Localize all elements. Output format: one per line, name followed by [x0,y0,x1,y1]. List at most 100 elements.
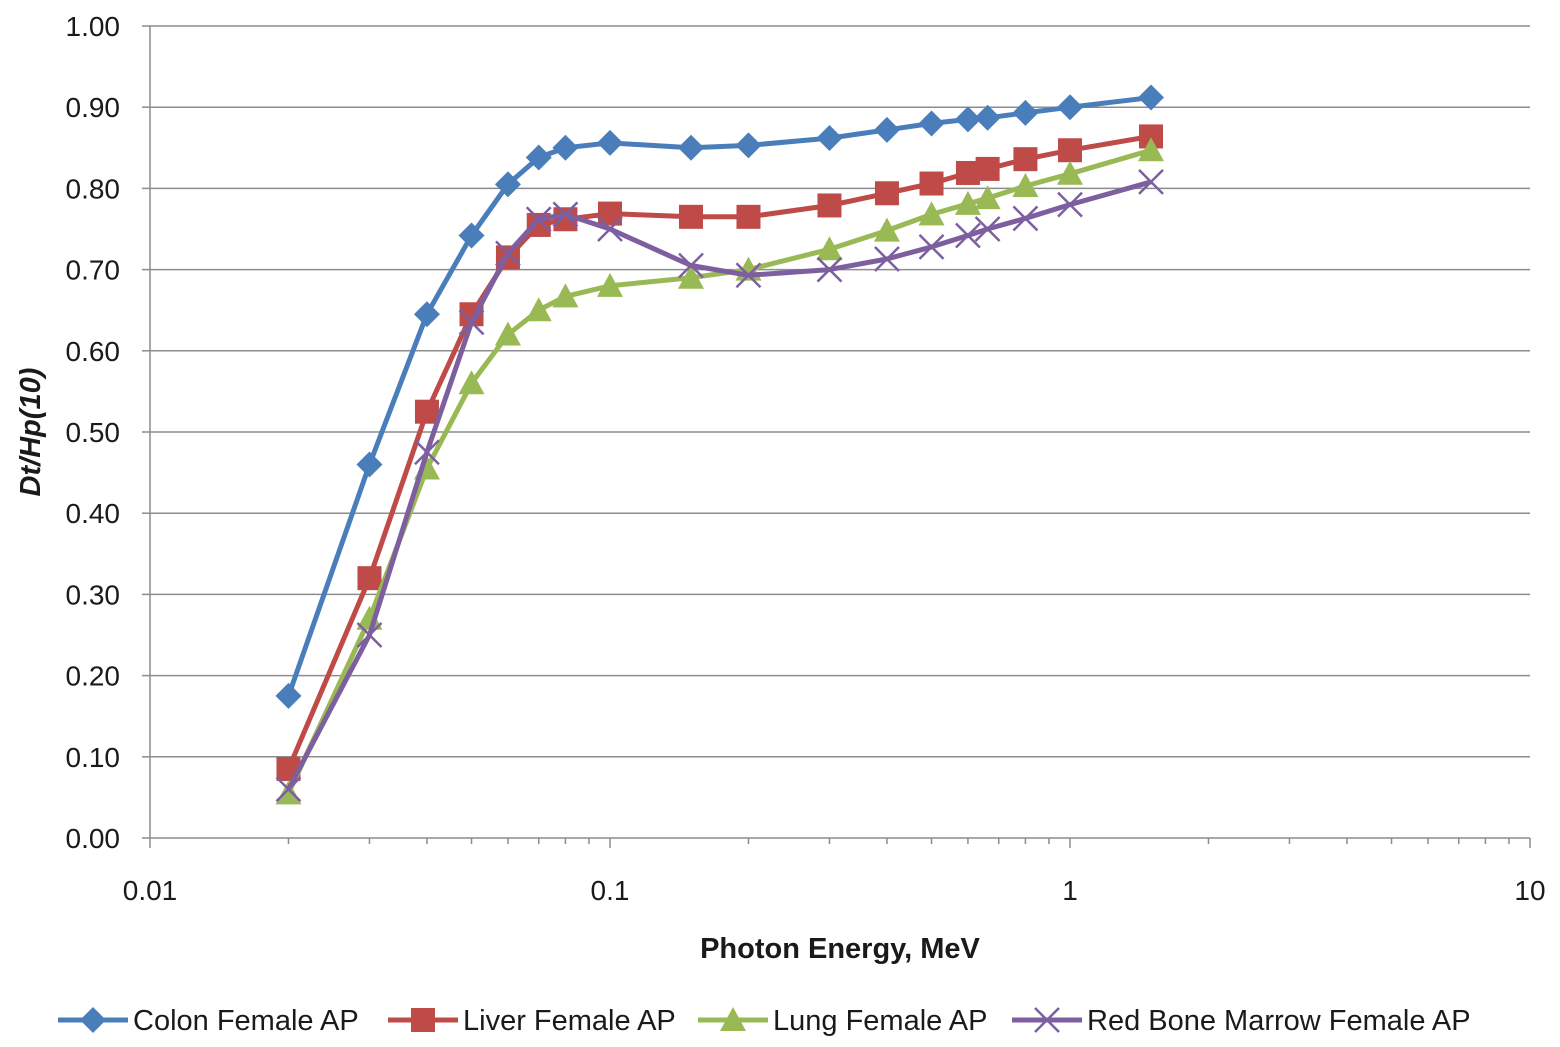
x-tick-label: 0.1 [591,875,630,906]
data-point [1138,84,1165,111]
x-axis-label: Photon Energy, MeV [700,933,980,965]
y-tick-label: 0.70 [66,255,121,286]
data-point [458,309,485,336]
data-point [275,780,302,805]
data-point [356,451,383,478]
data-point-stroke [918,233,945,260]
x-tick-label: 1 [1062,875,1078,906]
axes [142,25,1531,848]
data-point-stroke [458,309,485,336]
legend-label: Colon Female AP [133,1005,359,1037]
data-point [874,246,900,272]
legend-label: Lung Female AP [773,1005,987,1037]
data-point [356,622,383,648]
data-point [1058,138,1082,163]
data-point [552,134,579,161]
data-point [678,264,705,289]
y-tick-label: 0.30 [66,579,121,610]
data-point [525,144,552,171]
plot-area [275,84,1165,805]
legend-label: Red Bone Marrow Female AP [1087,1005,1471,1037]
data-point [975,156,1000,181]
data-point [495,240,521,267]
data-point-stroke [597,216,623,242]
y-tick-label: 0.60 [66,336,121,367]
data-point [1012,205,1039,232]
y-tick-label: 0.20 [66,661,121,692]
series-line [286,179,1152,791]
data-point [873,116,900,143]
data-point [1138,169,1164,195]
x-tick-label: 10 [1514,875,1545,906]
data-point [597,272,623,297]
legend-marker [411,1008,435,1032]
series-4 [275,169,1164,803]
data-point [552,283,579,308]
data-point-stroke [1138,169,1164,195]
data-point [954,106,981,133]
data-point [494,321,521,346]
y-tick-label: 0.40 [66,498,121,529]
data-point [954,190,981,215]
data-point [1012,172,1039,197]
series-line [286,147,1152,795]
data-point-stroke [356,622,383,648]
y-tick-label: 1.00 [66,11,121,42]
legend-entry: Red Bone Marrow Female AP [1012,1005,1471,1037]
data-point [816,125,843,152]
y-tick-label: 0.10 [66,742,121,773]
data-point [458,370,485,395]
data-point-stroke [552,201,579,228]
data-point [552,201,579,228]
data-point [414,399,439,424]
data-point [918,233,945,260]
data-point [1057,160,1083,185]
data-point [955,222,981,249]
data-point [1012,99,1039,126]
series-3 [275,137,1165,805]
data-point [678,252,704,279]
legend-marker [1034,1007,1060,1033]
data-point-stroke [1012,205,1039,232]
data-point-stroke [1057,191,1083,218]
data-point [918,201,945,226]
data-point [356,605,383,630]
data-point-stroke [974,216,1001,242]
data-point [873,217,900,242]
data-point-stroke [525,206,552,233]
series-1 [275,84,1165,709]
legend-marker-stroke [1034,1007,1060,1033]
data-point [817,193,842,218]
data-point [414,439,440,466]
data-point [735,262,762,289]
data-point [816,236,843,261]
x-tick-labels: 0.01 0.1 1 10 [123,875,1546,906]
data-point [874,181,899,206]
data-point [974,104,1001,131]
data-point [1057,94,1083,121]
legend-entry: Liver Female AP [388,1005,676,1037]
data-point [678,134,705,161]
legend-entry: Lung Female AP [698,1005,987,1037]
y-axis-label: Dt/Hp(10) [15,368,47,497]
data-point [525,206,552,233]
data-point [494,171,521,198]
data-point-stroke [678,252,704,279]
data-point [1013,147,1038,172]
legend-marker [720,1007,746,1031]
data-point-stroke [495,240,521,267]
data-point [1138,137,1165,162]
data-point [679,204,704,229]
y-tick-label: 0.90 [66,92,121,123]
data-point [816,256,843,283]
data-point-stroke [955,222,981,249]
data-point-stroke [414,439,440,466]
data-point [736,204,761,229]
data-point [974,216,1001,242]
legend: Colon Female AP Liver Female AP Lung Femal… [58,1005,1471,1037]
data-point [357,566,382,591]
series-line [286,133,1152,770]
y-tick-label: 0.50 [66,417,121,448]
y-tick-labels: 0.00 0.10 0.20 0.30 0.40 0.50 0.60 0.70 0.80 0.90… [66,11,121,854]
